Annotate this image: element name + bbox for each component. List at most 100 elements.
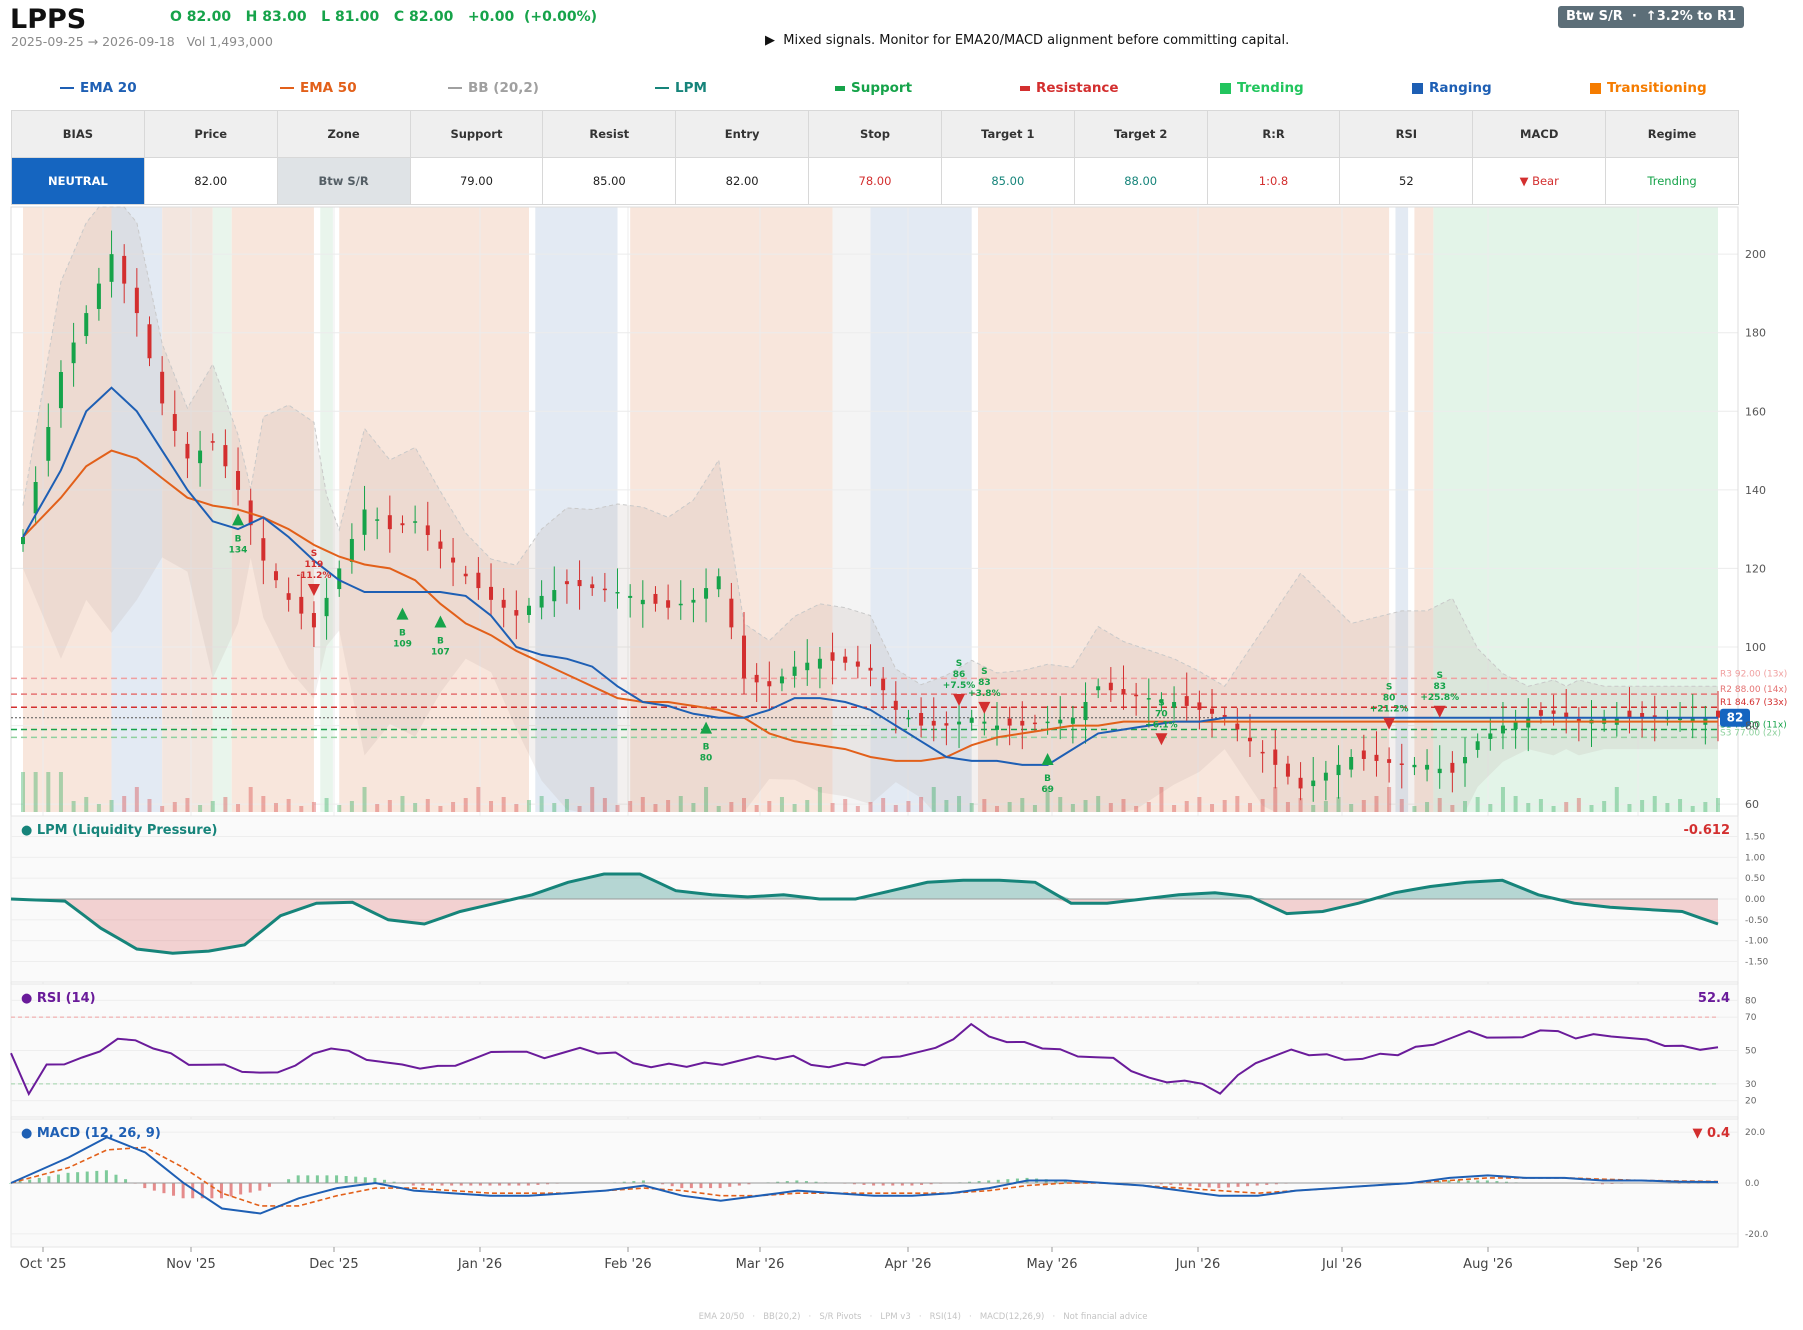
volume-bar xyxy=(261,796,266,812)
regime-band xyxy=(231,207,314,812)
volume-bar xyxy=(843,799,848,812)
signal-price: 83 xyxy=(1433,682,1446,692)
footer-notes: EMA 20/50 · BB(20,2) · S/R Pivots · LPM … xyxy=(698,1312,1148,1322)
sell-marker-icon xyxy=(307,584,320,596)
price-tick-label: 100 xyxy=(1745,641,1766,654)
signal-pct: +3.8% xyxy=(968,689,1001,699)
panel-tick-label: 1.50 xyxy=(1745,833,1765,843)
volume-bar xyxy=(1349,804,1354,812)
signal-price: 80 xyxy=(700,754,713,764)
candle-body xyxy=(172,414,177,431)
volume-bar xyxy=(463,798,468,812)
candle-body xyxy=(1475,741,1480,750)
macd-histogram-bar xyxy=(200,1183,204,1199)
macd-histogram-bar xyxy=(526,1183,530,1186)
volume-bar xyxy=(1045,787,1050,812)
macd-histogram-bar xyxy=(785,1181,789,1183)
candle-body xyxy=(1488,733,1493,739)
legend-item-lpm[interactable]: LPM xyxy=(655,80,707,96)
sell-marker-icon xyxy=(953,694,966,706)
volume-bar xyxy=(1285,802,1290,812)
macd-histogram-bar xyxy=(1457,1180,1461,1183)
candle-body xyxy=(109,254,114,282)
candle-body xyxy=(1007,718,1012,726)
candle-body xyxy=(210,441,215,443)
candle-body xyxy=(1197,702,1202,710)
legend-label: Ranging xyxy=(1429,80,1492,96)
volume-bar xyxy=(160,806,165,812)
candle-body xyxy=(1020,720,1025,726)
volume-bar xyxy=(1083,800,1088,812)
volume-bar xyxy=(324,798,329,812)
legend-item-transitioning[interactable]: Transitioning xyxy=(1590,80,1707,96)
summary-header-regime: Regime xyxy=(1605,110,1739,158)
volume-bar xyxy=(1678,799,1683,812)
volume-bar xyxy=(994,806,999,812)
macd-histogram-bar xyxy=(795,1180,799,1183)
volume-bar xyxy=(299,806,304,812)
price-tick-label: 200 xyxy=(1745,248,1766,261)
candle-body xyxy=(742,635,747,679)
volume-bar xyxy=(691,803,696,812)
panel-value: 52.4 xyxy=(1698,991,1730,1006)
legend-item-resistance[interactable]: Resistance xyxy=(1020,80,1119,96)
volume-bar xyxy=(1273,787,1278,812)
macd-histogram-bar xyxy=(1466,1180,1470,1183)
candle-body xyxy=(1652,715,1657,718)
candle-body xyxy=(526,605,531,615)
lpm-panel: 1.50 1.00 0.50 0.00 -0.50 -1.00 -1.50 ● LPM (Li… xyxy=(10,815,1769,983)
candle-body xyxy=(805,662,810,671)
signal-type: S xyxy=(981,667,987,677)
volume-bar xyxy=(375,804,380,812)
macd-histogram-bar xyxy=(987,1180,991,1183)
macd-histogram-bar xyxy=(507,1183,511,1186)
macd-histogram-bar xyxy=(124,1179,128,1183)
volume-bar xyxy=(1336,797,1341,812)
candle-body xyxy=(1450,762,1455,773)
candle-body xyxy=(919,713,924,726)
candle-body xyxy=(779,676,784,684)
legend-item-ranging[interactable]: Ranging xyxy=(1412,80,1492,96)
candle-body xyxy=(1045,721,1050,724)
legend-item-bb-20-2[interactable]: BB (20,2) xyxy=(448,80,539,96)
candle-body xyxy=(1513,721,1518,730)
summary-value-zone: Btw S/R xyxy=(276,157,411,205)
macd-histogram-bar xyxy=(469,1183,473,1186)
candle-body xyxy=(1323,772,1328,781)
candle-body xyxy=(539,595,544,608)
legend-item-trending[interactable]: Trending xyxy=(1220,80,1304,96)
candle-body xyxy=(982,721,987,724)
panel-tick-label: 20.0 xyxy=(1745,1128,1765,1138)
legend-item-support[interactable]: Support xyxy=(835,80,912,96)
candle-body xyxy=(678,603,683,606)
macd-histogram-bar xyxy=(1265,1183,1269,1185)
regime-band xyxy=(1433,207,1718,812)
line-swatch-icon xyxy=(448,87,462,89)
macd-histogram-bar xyxy=(699,1183,703,1189)
signal-price: 86 xyxy=(953,670,966,680)
volume-bar xyxy=(1589,805,1594,812)
ema-lines xyxy=(22,386,1718,766)
volume-bar xyxy=(830,803,835,812)
signal-type: B xyxy=(1044,774,1051,784)
volume-bar xyxy=(349,801,354,812)
signal-price: 134 xyxy=(229,545,248,555)
volume-bar xyxy=(223,797,228,812)
volume-bar xyxy=(1399,799,1404,812)
macd-histogram-bar xyxy=(315,1175,319,1183)
candle-body xyxy=(754,674,759,683)
volume-bar xyxy=(1425,802,1430,812)
legend-item-ema-20[interactable]: EMA 20 xyxy=(60,80,137,96)
volume-bar xyxy=(84,797,89,812)
macd-histogram-bar xyxy=(383,1179,387,1183)
volume-bar xyxy=(792,804,797,812)
summary-value-target-1: 85.00 xyxy=(940,157,1075,205)
last-price-tag xyxy=(1720,708,1750,727)
legend-label: BB (20,2) xyxy=(468,80,539,96)
legend-item-ema-50[interactable]: EMA 50 xyxy=(280,80,357,96)
x-tick-label: Oct '25 xyxy=(20,1257,67,1272)
buy-marker-icon xyxy=(700,721,713,734)
line-swatch-icon xyxy=(60,87,74,89)
volume-bar xyxy=(1652,796,1657,812)
